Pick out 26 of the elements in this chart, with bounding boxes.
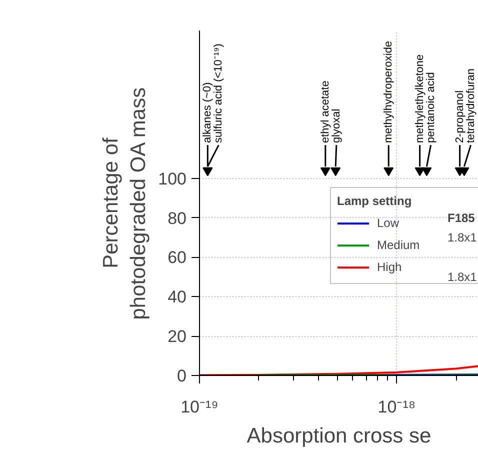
- text: 2-propanol: [454, 90, 466, 144]
- y-axis-title: Percentage of photodegraded OA mass: [100, 87, 150, 320]
- annotation: F185: [448, 211, 476, 226]
- text: tetrahydrofuran: [464, 68, 477, 144]
- y-tick-label: 80: [168, 208, 187, 228]
- annotation: 1.8x1: [448, 270, 478, 284]
- x-axis-title: Absorption cross se: [246, 424, 432, 448]
- y-tick-label: 60: [168, 248, 187, 268]
- y-tick-label: 20: [168, 327, 187, 346]
- legend-label: High: [377, 260, 402, 274]
- text: ethyl acetate: [319, 80, 332, 144]
- y-tick-label: 100: [158, 169, 187, 188]
- text: alkanes (~0): [202, 82, 214, 144]
- x-tick-label: 10⁻¹⁹: [180, 398, 218, 416]
- text: methylethylketone: [414, 54, 426, 144]
- y-tick-label: 0: [177, 366, 187, 386]
- text: methylhydroperoxide: [382, 40, 395, 144]
- legend-label: Medium: [377, 238, 420, 252]
- text: sulfuric acid (<10⁻¹⁹): [212, 44, 225, 144]
- text: glyoxal: [330, 108, 342, 144]
- legend-title: Lamp setting: [337, 194, 413, 208]
- text: pentanoic acid: [424, 72, 437, 144]
- x-tick-label: 10⁻¹⁸: [378, 398, 416, 416]
- y-tick-label: 40: [168, 288, 187, 307]
- legend-label: Low: [377, 216, 400, 230]
- annotation: 1.8x1: [448, 230, 478, 245]
